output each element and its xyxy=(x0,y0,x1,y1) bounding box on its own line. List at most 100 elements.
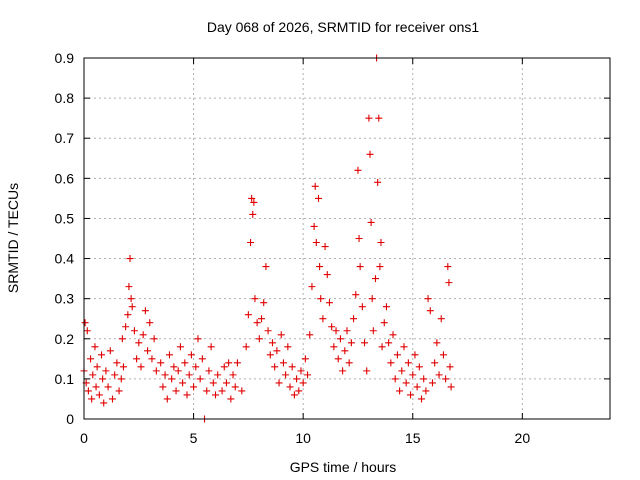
data-point xyxy=(141,307,149,315)
data-point xyxy=(113,359,121,367)
data-point xyxy=(447,383,455,391)
data-point xyxy=(437,315,445,323)
data-point xyxy=(277,331,285,339)
data-point xyxy=(332,327,340,335)
data-point xyxy=(311,182,319,190)
data-point xyxy=(391,375,399,383)
data-point xyxy=(126,255,134,263)
data-point xyxy=(190,383,198,391)
y-tick-label: 0.1 xyxy=(55,371,75,387)
data-point xyxy=(248,194,256,202)
data-point xyxy=(315,194,323,202)
data-point xyxy=(250,198,258,206)
data-point xyxy=(118,335,126,343)
data-point xyxy=(258,315,266,323)
data-point xyxy=(444,263,452,271)
data-point xyxy=(352,291,360,299)
data-point xyxy=(233,359,241,367)
y-tick-label: 0.8 xyxy=(55,90,75,106)
data-point xyxy=(119,363,127,371)
data-point xyxy=(343,327,351,335)
data-point xyxy=(306,331,314,339)
data-point xyxy=(194,335,202,343)
data-point xyxy=(431,359,439,367)
data-point xyxy=(368,295,376,303)
data-point xyxy=(214,371,222,379)
data-point xyxy=(83,327,91,335)
data-point xyxy=(366,150,374,158)
data-point xyxy=(205,367,213,375)
data-point xyxy=(376,263,384,271)
data-point xyxy=(375,114,383,122)
data-point xyxy=(179,379,187,387)
data-point xyxy=(400,343,408,351)
data-point xyxy=(374,178,382,186)
data-point xyxy=(396,387,404,395)
data-point xyxy=(385,339,393,347)
data-point xyxy=(365,114,373,122)
x-tick-label: 10 xyxy=(295,430,311,446)
data-point xyxy=(159,383,167,391)
data-point xyxy=(172,387,180,395)
data-point xyxy=(98,351,106,359)
data-point xyxy=(222,379,230,387)
data-point xyxy=(84,387,92,395)
data-point xyxy=(290,391,298,399)
data-point xyxy=(445,279,453,287)
data-point xyxy=(282,371,290,379)
data-point xyxy=(115,387,123,395)
y-tick-label: 0.3 xyxy=(55,291,75,307)
data-point xyxy=(295,387,303,395)
data-point xyxy=(316,263,324,271)
data-point xyxy=(207,343,215,351)
data-point xyxy=(266,351,274,359)
data-point xyxy=(325,299,333,307)
data-point xyxy=(253,319,261,327)
data-point xyxy=(100,399,108,407)
data-point xyxy=(293,375,301,383)
data-point xyxy=(378,343,386,351)
data-point xyxy=(88,395,96,403)
data-point xyxy=(433,339,441,347)
data-point xyxy=(152,367,160,375)
data-point xyxy=(244,311,252,319)
data-point xyxy=(297,367,305,375)
data-point xyxy=(402,379,410,387)
y-axis-ticks: 0 0.1 0.2 0.3 0.4 0.5 0.6 0.7 0.8 0.9 xyxy=(55,50,610,427)
data-point xyxy=(354,166,362,174)
data-point xyxy=(262,263,270,271)
y-tick-label: 0.9 xyxy=(55,50,75,66)
data-point xyxy=(91,343,99,351)
data-point xyxy=(273,347,281,355)
data-point xyxy=(227,395,235,403)
data-point xyxy=(229,371,237,379)
data-point xyxy=(428,379,436,387)
data-point xyxy=(321,243,329,251)
data-point xyxy=(157,359,165,367)
data-point xyxy=(187,351,195,359)
x-tick-label: 15 xyxy=(405,430,421,446)
data-point xyxy=(377,239,385,247)
data-point xyxy=(92,383,100,391)
data-point xyxy=(389,331,397,339)
data-point xyxy=(286,383,294,391)
data-point xyxy=(231,383,239,391)
grid-layer xyxy=(84,58,611,419)
data-point xyxy=(268,339,276,347)
data-point xyxy=(415,363,423,371)
data-point xyxy=(95,391,103,399)
data-point xyxy=(170,363,178,371)
data-point xyxy=(380,319,388,327)
data-point xyxy=(275,379,283,387)
data-point xyxy=(127,295,135,303)
data-point xyxy=(130,327,138,335)
data-point xyxy=(310,222,318,230)
data-point xyxy=(393,351,401,359)
data-point xyxy=(367,218,375,226)
data-point xyxy=(435,371,443,379)
data-point xyxy=(363,367,371,375)
data-point xyxy=(203,387,211,395)
data-point xyxy=(185,371,193,379)
data-point xyxy=(420,375,428,383)
